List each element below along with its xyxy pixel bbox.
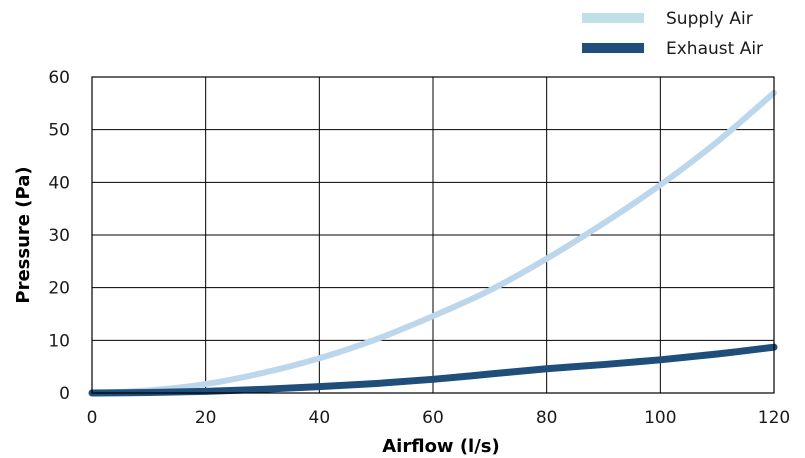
- x-tick-label: 100: [644, 408, 676, 428]
- legend: Supply Air Exhaust Air: [582, 9, 763, 59]
- y-tick-label: 10: [48, 331, 70, 351]
- grid: [92, 77, 774, 393]
- y-tick-label: 50: [48, 121, 70, 141]
- legend-label-exhaust-air: Exhaust Air: [666, 39, 763, 59]
- legend-swatch-exhaust-air: [582, 43, 644, 53]
- x-tick-label: 0: [87, 408, 98, 428]
- x-tick-label: 120: [758, 408, 790, 428]
- plot-frame: [91, 76, 775, 394]
- y-tick-label: 60: [48, 68, 70, 88]
- x-axis-ticks: 0 20 40 60 80 100 120: [87, 408, 791, 428]
- x-axis-title: Airflow (l/s): [382, 436, 500, 457]
- y-tick-label: 20: [48, 279, 70, 299]
- legend-label-supply-air: Supply Air: [666, 9, 753, 29]
- series-layer: [88, 89, 778, 397]
- series-line-supply-air: [89, 89, 777, 396]
- y-axis-ticks: 0 10 20 30 40 50 60: [48, 68, 70, 404]
- y-axis-title: Pressure (Pa): [13, 166, 34, 303]
- x-tick-label: 60: [422, 408, 444, 428]
- x-tick-label: 80: [536, 408, 558, 428]
- x-tick-label: 20: [195, 408, 217, 428]
- y-tick-label: 30: [48, 226, 70, 246]
- legend-swatch-supply-air: [582, 13, 644, 23]
- series-line-exhaust-air: [88, 343, 778, 397]
- y-tick-label: 0: [59, 384, 70, 404]
- x-tick-label: 40: [309, 408, 331, 428]
- y-tick-label: 40: [48, 173, 70, 193]
